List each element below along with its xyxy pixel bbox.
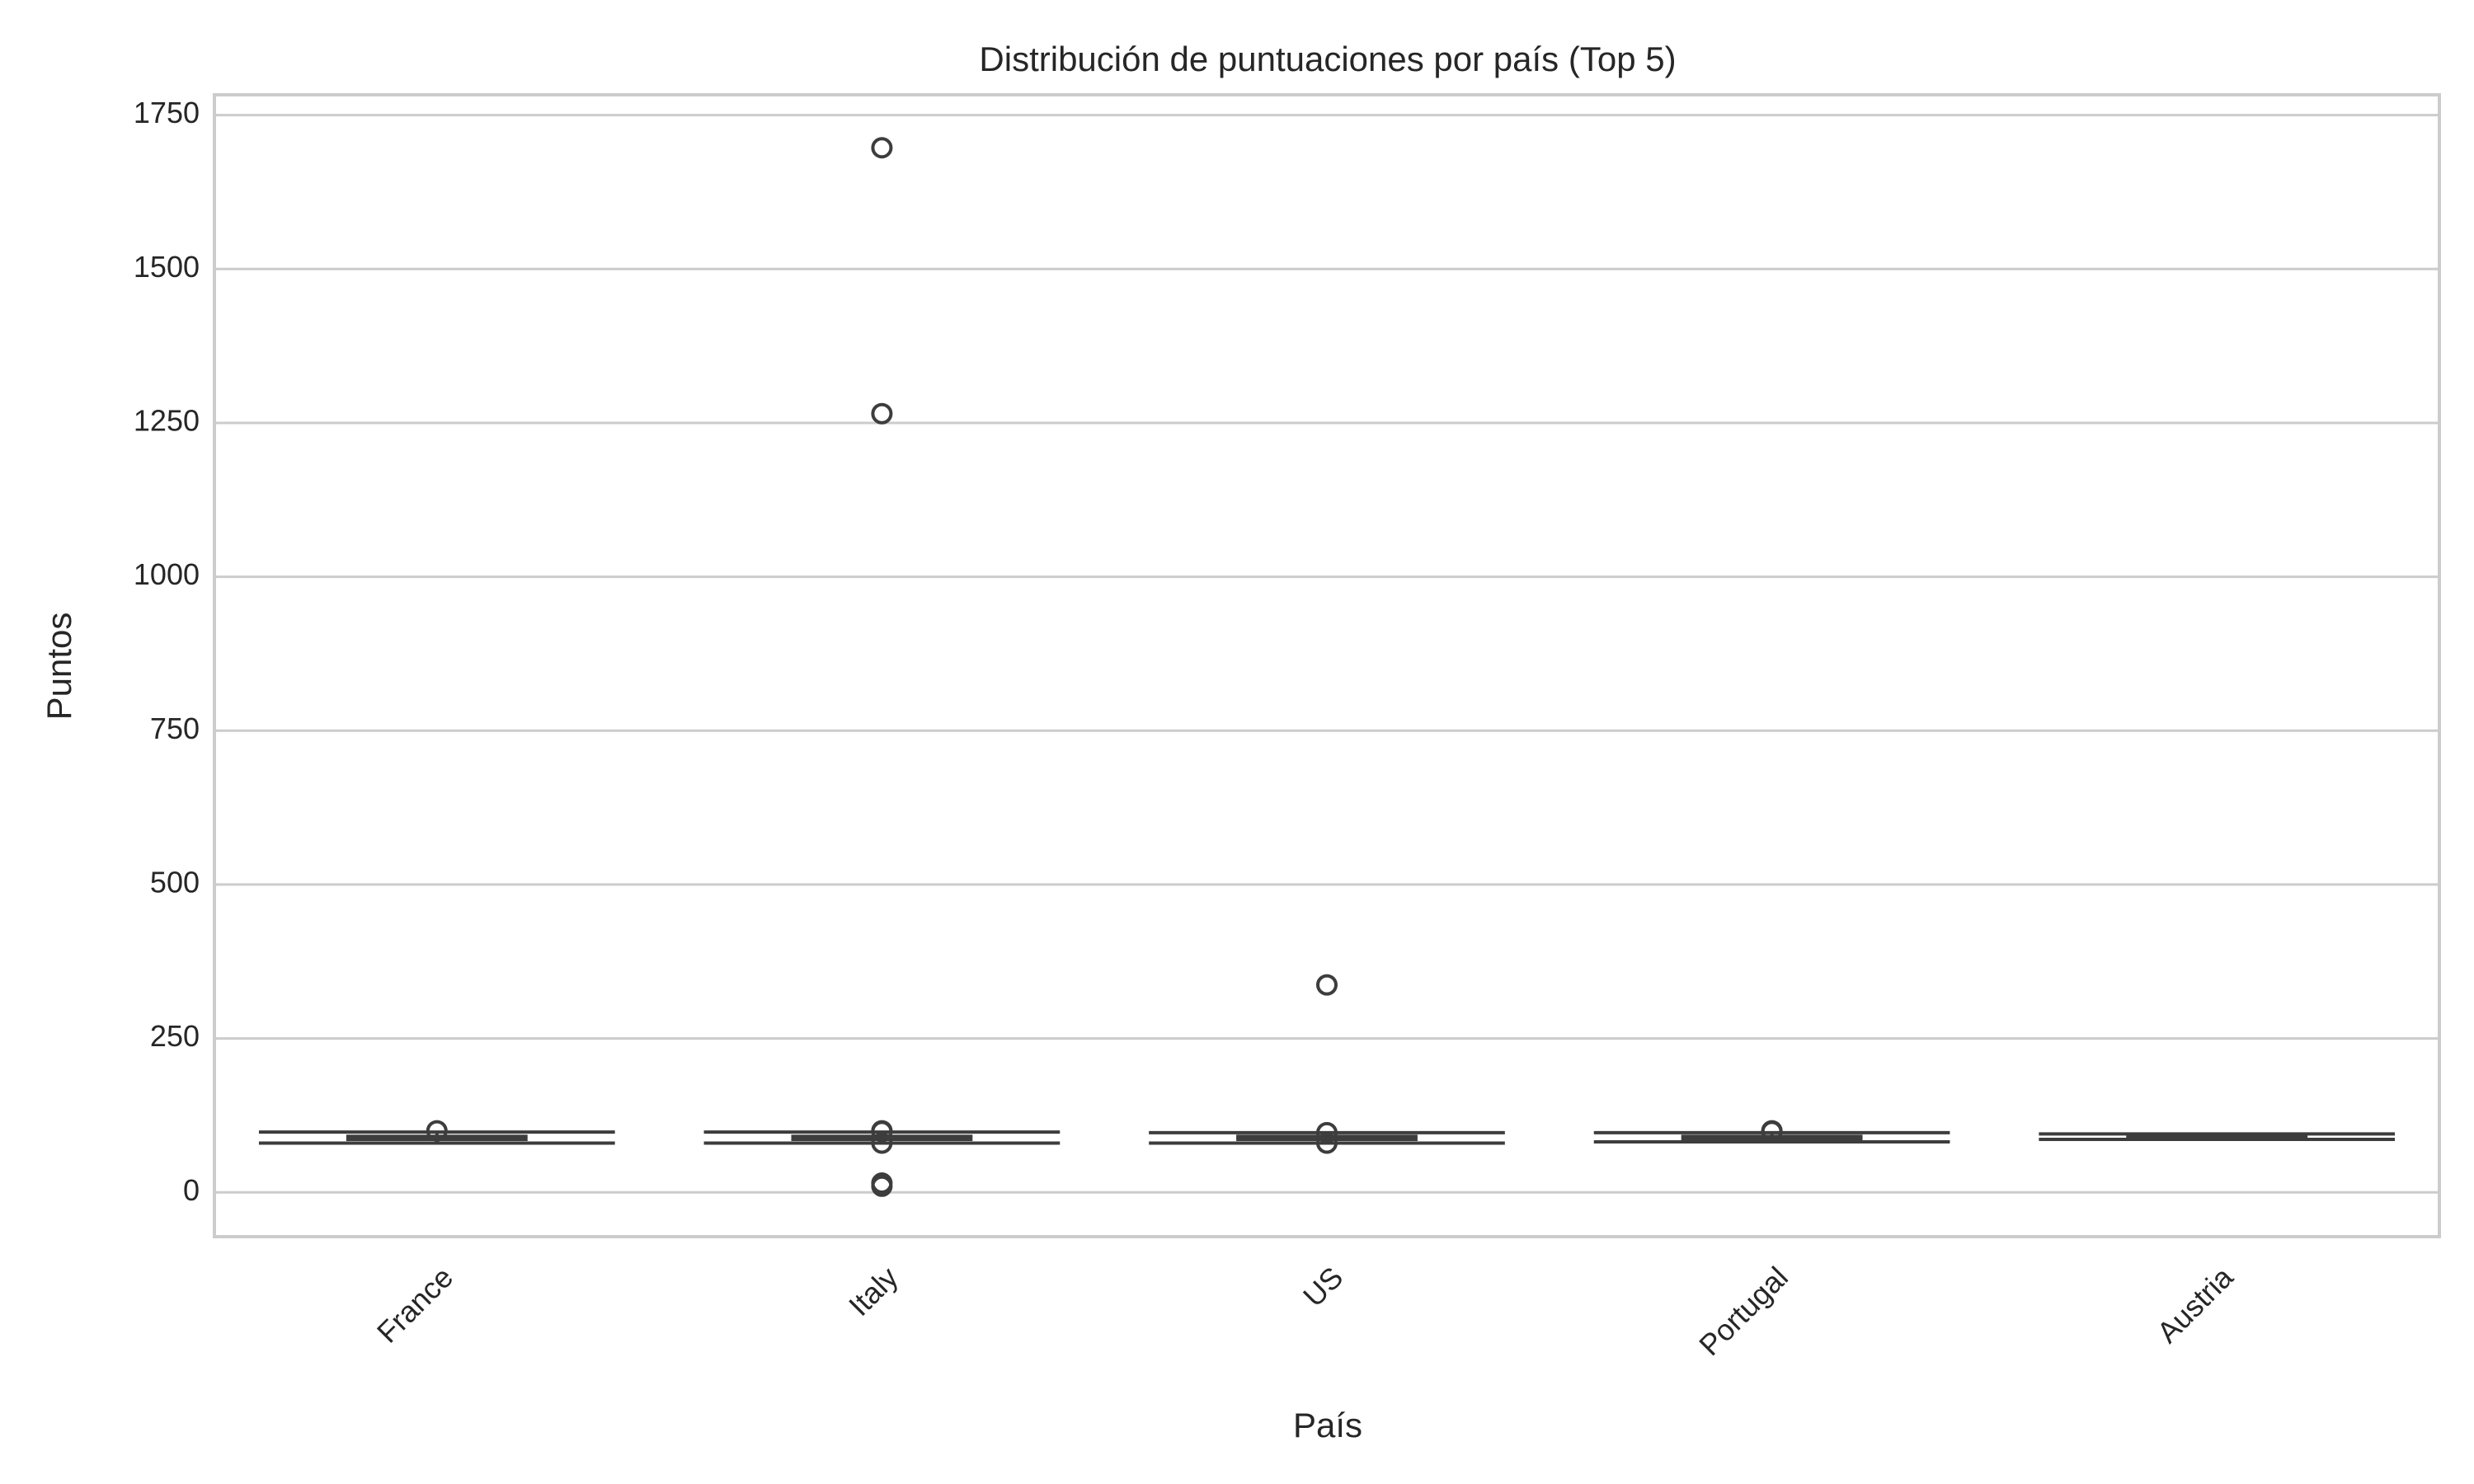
outlier	[871, 1175, 893, 1197]
x-axis-label: País	[1293, 1406, 1362, 1444]
outlier	[871, 402, 893, 425]
outlier	[1316, 1121, 1338, 1144]
chart-title: Distribución de puntuaciones por país (T…	[979, 40, 1676, 78]
outlier	[871, 1132, 893, 1154]
y-tick-label: 250	[150, 1019, 200, 1053]
plot-frame	[213, 93, 2441, 1238]
outlier	[871, 137, 893, 159]
outlier	[426, 1120, 448, 1142]
outlier	[871, 1120, 893, 1143]
y-tick-label: 1250	[134, 403, 200, 437]
y-tick-label: 1500	[134, 250, 200, 284]
outlier	[1316, 974, 1338, 996]
y-tick-label: 0	[183, 1173, 200, 1207]
outlier	[1761, 1120, 1783, 1143]
y-tick-label: 500	[150, 865, 200, 899]
y-tick-label: 1750	[134, 96, 200, 129]
y-tick-label: 1000	[134, 557, 200, 591]
y-axis-label: Puntos	[40, 613, 78, 721]
y-tick-label: 750	[150, 711, 200, 745]
outlier	[1316, 1132, 1338, 1154]
